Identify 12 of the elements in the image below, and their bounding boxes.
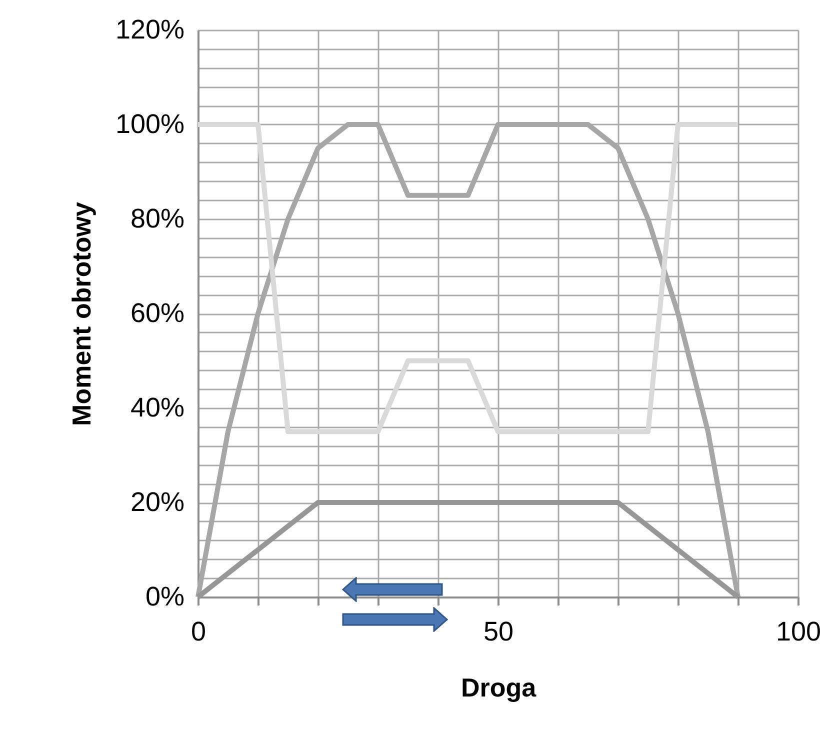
y-tick-label: 60% [130,298,184,328]
y-tick-label: 120% [115,14,184,44]
y-tick-label: 0% [145,582,184,612]
x-tick-label: 0 [190,616,206,646]
y-tick-label: 80% [130,204,184,234]
y-tick-label: 40% [130,392,184,422]
x-tick-label: 100 [776,616,822,646]
y-tick-label: 100% [115,109,184,139]
x-tick-label: 50 [483,616,514,646]
y-axis-title: Moment obrotowy [66,202,96,426]
y-tick-label: 20% [130,487,184,517]
x-axis-title: Droga [460,672,537,702]
